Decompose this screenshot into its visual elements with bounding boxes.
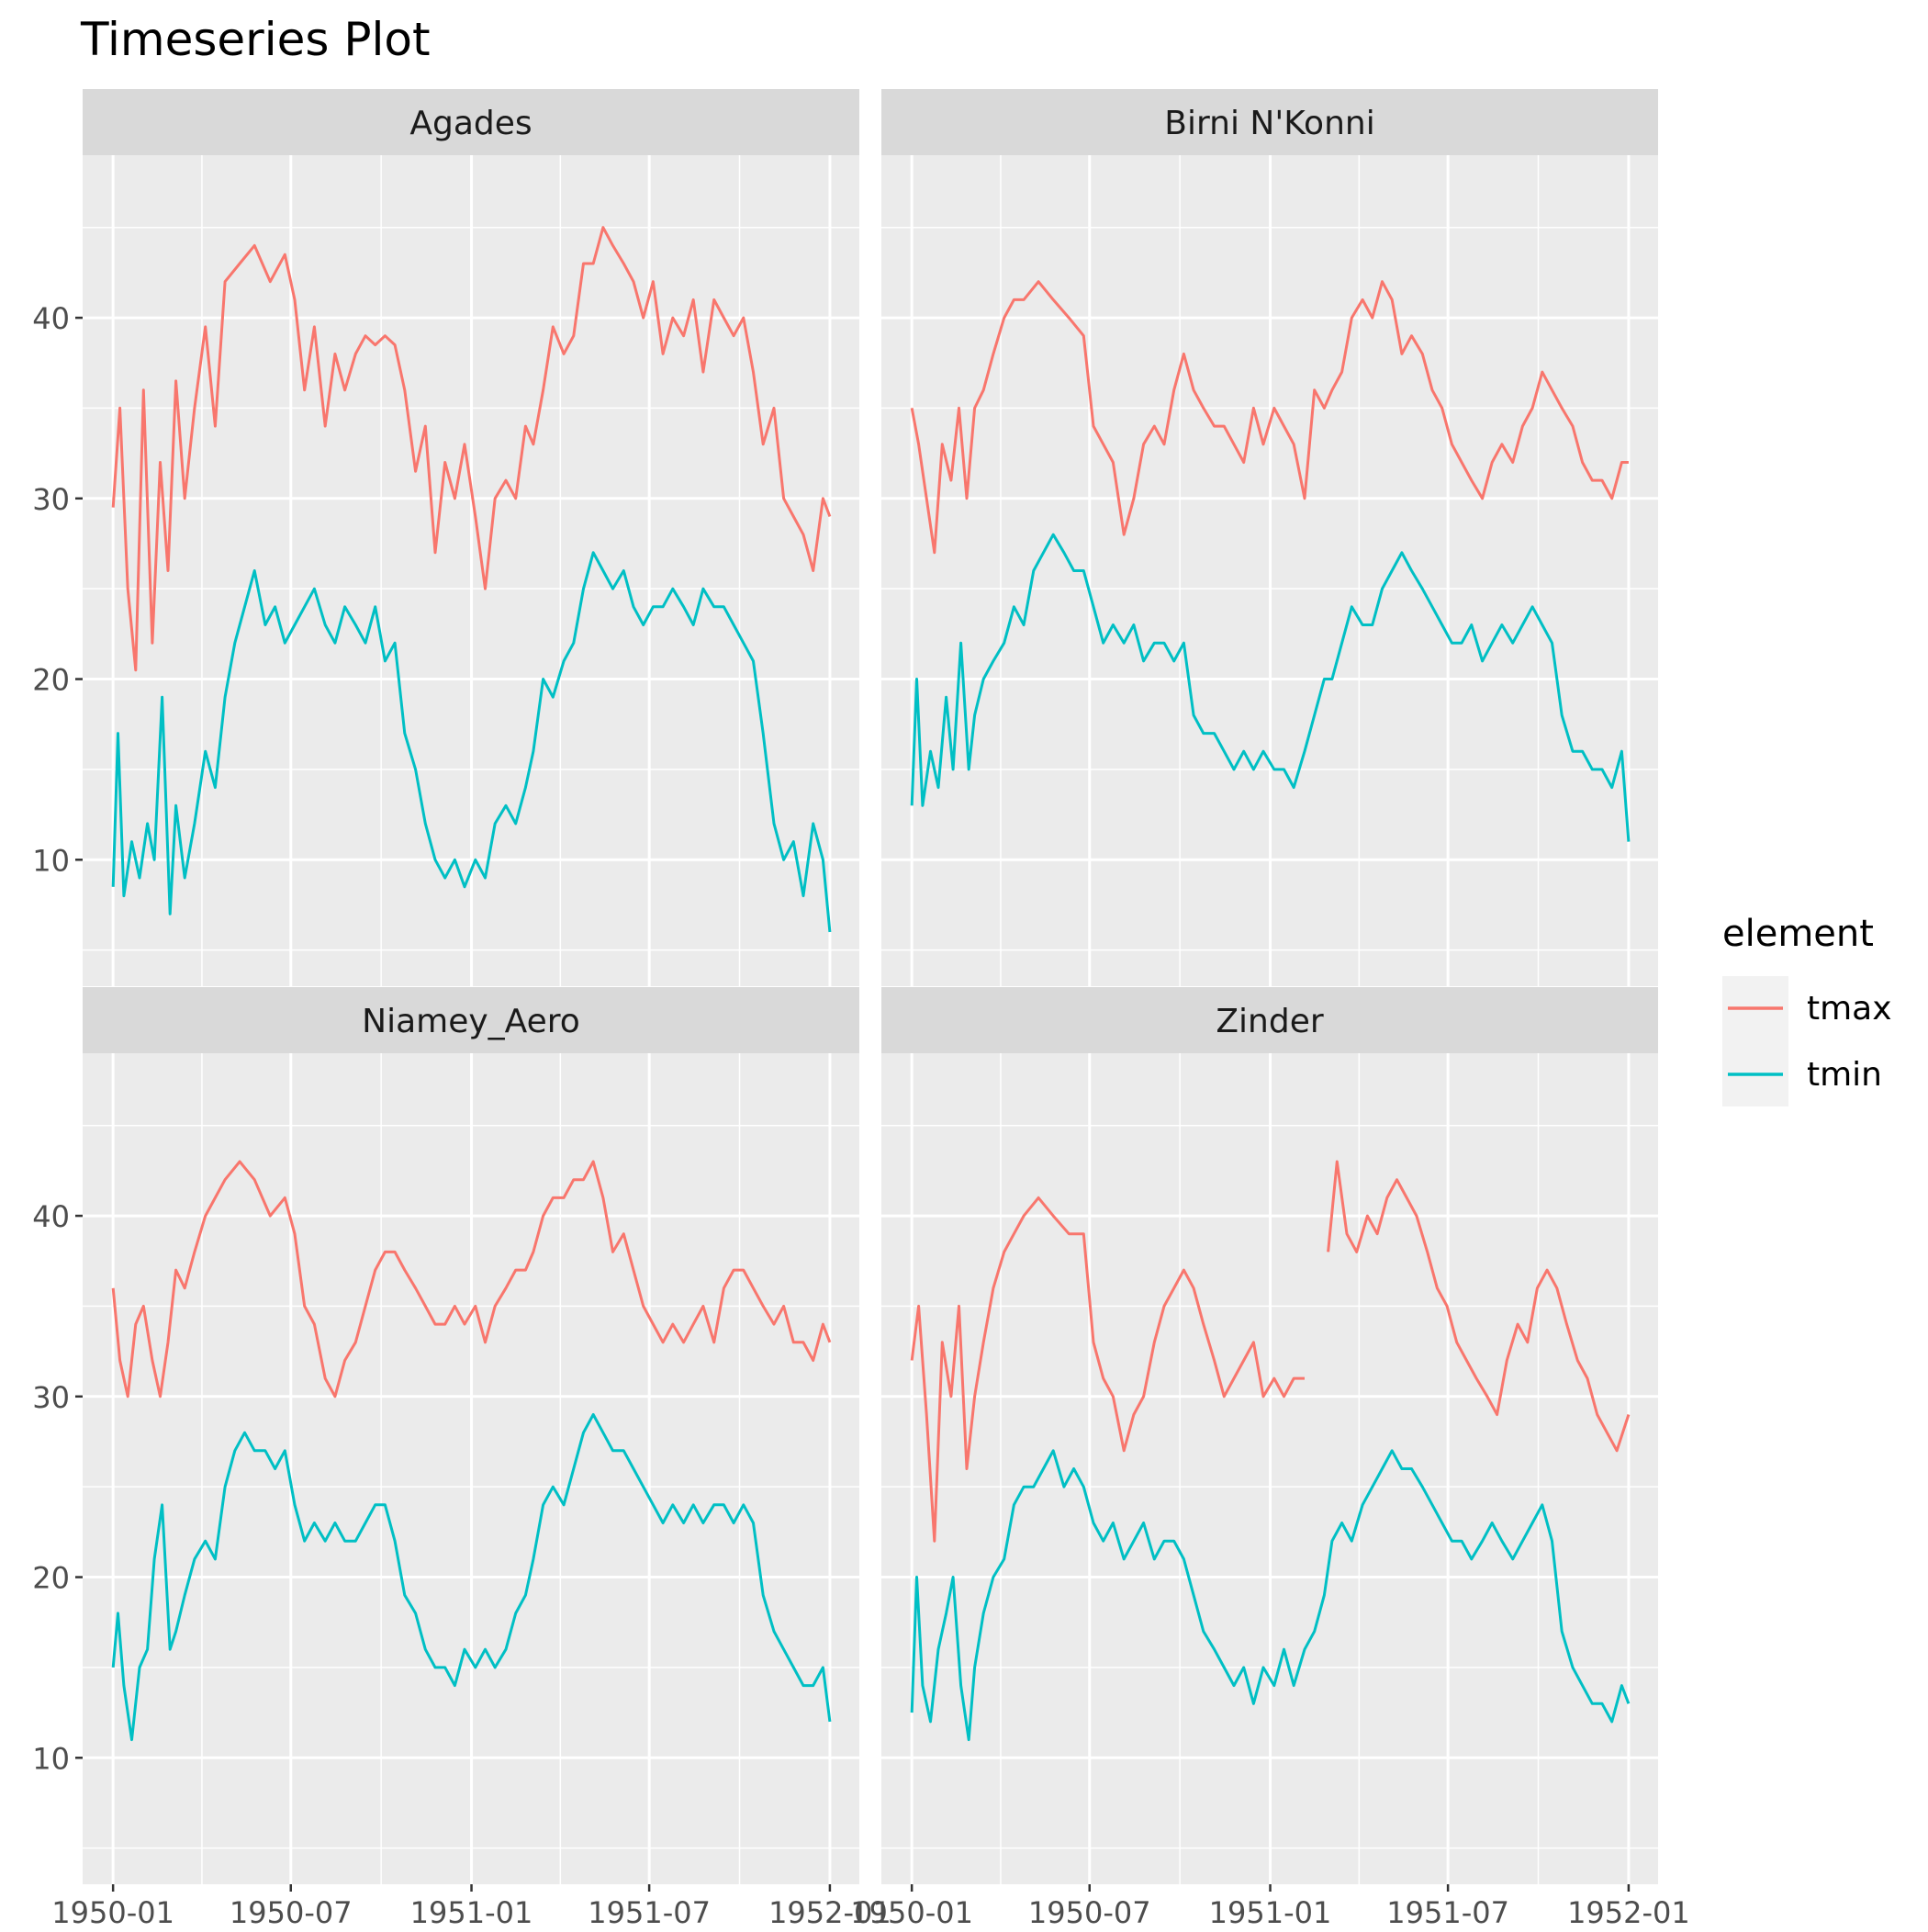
series-line-tmax bbox=[111, 226, 832, 672]
x-tick-label: 1952-01 bbox=[768, 1895, 891, 1928]
x-tick-label: 1951-07 bbox=[1386, 1895, 1509, 1928]
facet-strip-label: Agades bbox=[409, 105, 532, 142]
x-tick-label: 1951-01 bbox=[410, 1895, 533, 1928]
facet-strip bbox=[881, 987, 1658, 1053]
facet-panel: Niamey_Aero 10 20 30 40 1950-01 1950-07 1951-01… bbox=[32, 987, 891, 1930]
series-line-tmin bbox=[910, 533, 1631, 842]
facet-strip bbox=[881, 89, 1658, 155]
facet-panel: Zinder 1950-01 1950-07 1951-01 1951-07 1952-0… bbox=[850, 987, 1690, 1930]
y-tick-label: 40 bbox=[32, 1199, 70, 1234]
x-tick-label: 1951-01 bbox=[1209, 1895, 1332, 1928]
x-tick-label: 1950-01 bbox=[51, 1895, 174, 1928]
legend-keys-background bbox=[1722, 976, 1788, 1106]
series-line-tmax bbox=[111, 1160, 832, 1398]
facet-strip-label: Zinder bbox=[1216, 1003, 1323, 1040]
chart-title: Timeseries Plot bbox=[80, 13, 431, 66]
legend-title: element bbox=[1722, 913, 1874, 955]
y-tick-label: 10 bbox=[32, 843, 70, 878]
facet-strip-label: Birni N'Konni bbox=[1164, 105, 1374, 142]
facet-panel: Birni N'Konni bbox=[881, 89, 1658, 986]
x-tick-label: 1952-01 bbox=[1567, 1895, 1690, 1928]
facet-panels: Agades 10 20 30 40 Birni N'Konni Niamey_Aero 10… bbox=[32, 89, 1690, 1930]
x-tick-label: 1950-01 bbox=[850, 1895, 973, 1928]
y-tick-label: 30 bbox=[32, 482, 70, 517]
facet-panel: Agades 10 20 30 40 bbox=[32, 89, 859, 986]
y-tick-label: 20 bbox=[32, 663, 70, 698]
y-tick-label: 40 bbox=[32, 301, 70, 336]
series-line-tmax bbox=[1327, 1160, 1631, 1453]
legend-label: tmax bbox=[1807, 990, 1892, 1028]
facet-strip bbox=[83, 987, 859, 1053]
legend-label: tmin bbox=[1807, 1056, 1882, 1094]
legend: element tmax tmin bbox=[1722, 913, 1892, 1106]
y-tick-label: 20 bbox=[32, 1561, 70, 1596]
facet-strip-label: Niamey_Aero bbox=[362, 1003, 580, 1040]
y-tick-label: 10 bbox=[32, 1741, 70, 1776]
x-tick-label: 1950-07 bbox=[230, 1895, 353, 1928]
series-line-tmin bbox=[111, 551, 832, 933]
y-tick-label: 30 bbox=[32, 1380, 70, 1415]
x-tick-label: 1951-07 bbox=[588, 1895, 711, 1928]
facet-strip bbox=[83, 89, 859, 155]
series-line-tmin bbox=[910, 1449, 1631, 1742]
series-line-tmax bbox=[910, 280, 1629, 555]
series-line-tmax bbox=[910, 1196, 1305, 1543]
series-line-tmin bbox=[111, 1413, 832, 1742]
x-tick-label: 1950-07 bbox=[1028, 1895, 1151, 1928]
